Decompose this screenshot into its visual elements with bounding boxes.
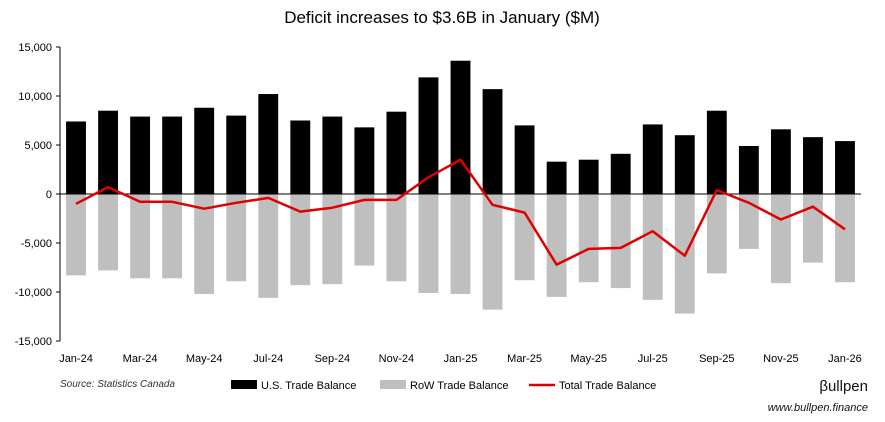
us-bar-Nov-24 (386, 111, 407, 194)
us-bar-Jan-24 (66, 121, 86, 194)
x-tick-label: Nov-24 (379, 353, 414, 365)
us-bar-Aug-25 (674, 135, 695, 194)
legend: U.S. Trade Balance RoW Trade Balance Tot… (231, 380, 656, 392)
us-bar-Oct-25 (738, 145, 759, 194)
row-bar-Sep-25 (706, 194, 727, 274)
legend-label-row: RoW Trade Balance (410, 380, 508, 392)
us-bar-Oct-24 (354, 127, 375, 194)
x-tick-label: Jul-24 (253, 353, 283, 365)
y-tick-label: 10,000 (18, 91, 52, 103)
us-bar-Jun-25 (610, 153, 631, 194)
row-bar-Mar-24 (130, 194, 151, 279)
us-bar-Sep-25 (706, 110, 727, 194)
us-bar-Aug-24 (290, 120, 311, 194)
y-tick-label: -5,000 (21, 238, 52, 250)
us-bar-Jul-24 (258, 94, 279, 194)
us-bar-Nov-25 (770, 129, 791, 194)
x-tick-label: May-25 (570, 353, 607, 365)
legend-swatch-row (380, 380, 406, 389)
row-bar-Nov-24 (386, 194, 407, 282)
row-bar-Sep-24 (322, 194, 343, 285)
website-url: www.bullpen.finance (768, 402, 868, 414)
us-bar-May-24 (194, 107, 215, 194)
y-tick-label: 5,000 (24, 140, 52, 152)
source-note: Source: Statistics Canada (60, 379, 175, 390)
us-bar-Jan-26 (835, 141, 855, 194)
us-bar-Jun-24 (226, 115, 247, 194)
row-bar-Oct-24 (354, 194, 375, 266)
us-bar-Jul-25 (642, 124, 663, 194)
x-tick-label: May-24 (186, 353, 223, 365)
y-tick-label: 15,000 (18, 42, 52, 54)
x-tick-label: Mar-25 (507, 353, 542, 365)
legend-label-total: Total Trade Balance (559, 380, 656, 392)
y-tick-label: 0 (46, 189, 52, 201)
row-bar-Jan-26 (835, 194, 855, 283)
total-trade-balance-line (75, 158, 846, 266)
us-bar-Apr-24 (162, 116, 183, 194)
x-tick-label: Jan-24 (59, 353, 93, 365)
row-bar-Dec-25 (803, 194, 823, 263)
row-bar-Feb-24 (98, 194, 118, 271)
y-tick-label: -15,000 (15, 336, 52, 348)
row-bar-Oct-25 (738, 194, 759, 249)
x-tick-label: Nov-25 (763, 353, 798, 365)
row-bar-Nov-25 (770, 194, 791, 284)
row-bar-Dec-24 (418, 194, 439, 293)
row-bar-Apr-25 (546, 194, 567, 297)
x-tick-label: Sep-25 (699, 353, 734, 365)
row-trade-balance-series (66, 194, 855, 314)
row-bar-Apr-24 (162, 194, 183, 279)
y-tick-label: -10,000 (15, 287, 52, 299)
chart-title: Deficit increases to $3.6B in January ($… (284, 8, 600, 27)
legend-swatch-us (231, 380, 257, 389)
us-bar-Feb-24 (98, 110, 118, 194)
brand-logo: βullpen (819, 378, 868, 395)
row-bar-Jul-24 (258, 194, 279, 298)
x-tick-label: Sep-24 (315, 353, 350, 365)
x-tick-label: Jan-25 (444, 353, 478, 365)
row-bar-May-25 (578, 194, 599, 283)
us-bar-Jan-25 (450, 60, 471, 194)
us-bar-May-25 (578, 159, 599, 194)
row-bar-May-24 (194, 194, 215, 294)
legend-label-us: U.S. Trade Balance (261, 380, 356, 392)
row-bar-Aug-24 (290, 194, 311, 286)
x-tick-label: Mar-24 (123, 353, 158, 365)
us-bar-Feb-25 (482, 89, 503, 194)
us-bar-Mar-25 (514, 125, 535, 194)
row-bar-Jan-24 (66, 194, 86, 276)
row-bar-Feb-25 (482, 194, 503, 310)
row-bar-Jan-25 (450, 194, 471, 294)
us-bar-Mar-24 (130, 116, 151, 194)
x-axis: Jan-24 Mar-24 May-24 Jul-24 Sep-24 Nov-24 Jan-… (59, 353, 862, 365)
row-bar-Jun-25 (610, 194, 631, 289)
row-bar-Jun-24 (226, 194, 247, 282)
row-bar-Jul-25 (642, 194, 663, 300)
row-bar-Mar-25 (514, 194, 535, 281)
us-trade-balance-series (66, 60, 855, 194)
x-tick-label: Jan-26 (828, 353, 862, 365)
us-bar-Dec-24 (418, 77, 439, 194)
us-bar-Apr-25 (546, 161, 567, 194)
us-bar-Sep-24 (322, 116, 343, 194)
us-bar-Dec-25 (803, 137, 823, 194)
x-tick-label: Jul-25 (638, 353, 668, 365)
y-axis: 15,000 10,000 5,000 0 -5,000 -10,000 -15,000 (15, 42, 60, 348)
